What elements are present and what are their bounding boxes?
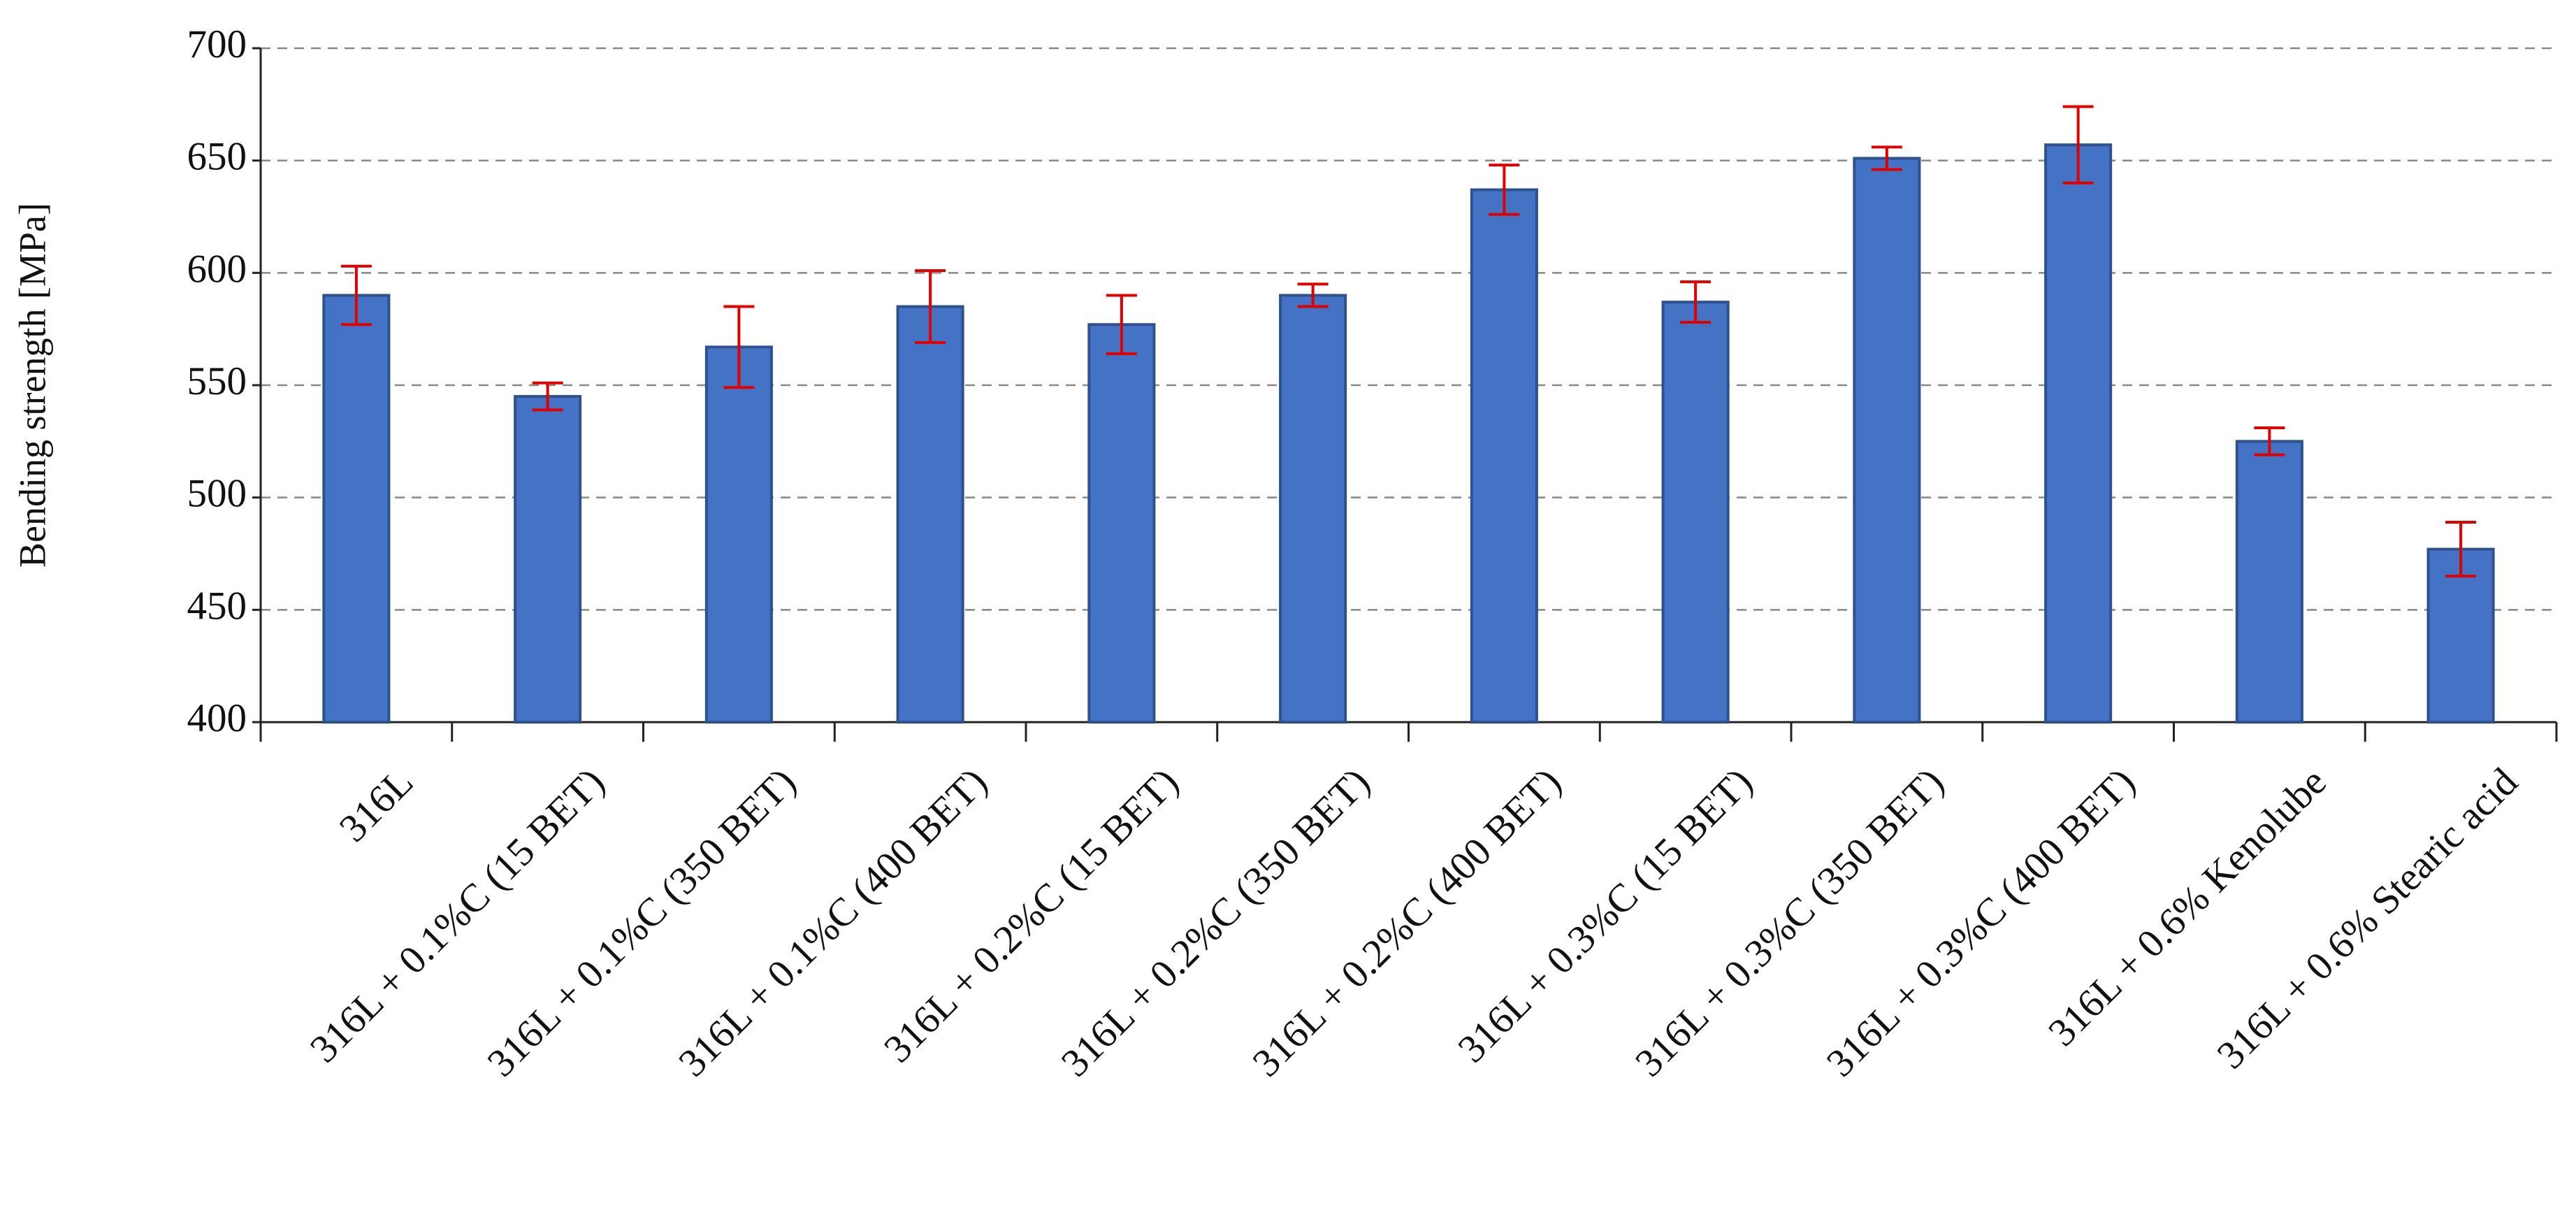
error-bar	[1297, 282, 1329, 308]
error-bar	[532, 381, 563, 412]
y-tick-label: 650	[187, 135, 247, 179]
y-tick-label: 500	[187, 472, 247, 516]
x-tick-label: 316L + 0.1%C (400 BET)	[670, 760, 995, 1085]
error-bar	[2445, 521, 2477, 578]
bar	[1470, 188, 1538, 724]
y-tick-label: 550	[187, 359, 247, 403]
bar	[2044, 143, 2113, 724]
error-bar	[1106, 294, 1137, 356]
x-tick-label: 316L + 0.3%C (400 BET)	[1818, 760, 2143, 1085]
y-tick-label: 600	[187, 247, 247, 291]
x-tick-label: 316L + 0.2%C (350 BET)	[1053, 760, 1378, 1085]
bar	[1087, 323, 1156, 724]
error-bar	[1680, 280, 1712, 324]
bar	[514, 395, 582, 724]
x-tick-label: 316L + 0.1%C (350 BET)	[479, 760, 804, 1085]
bar	[1279, 294, 1347, 724]
error-bar	[723, 305, 755, 389]
bar	[1853, 157, 1921, 724]
bar	[896, 305, 964, 724]
error-bar	[2254, 426, 2285, 456]
y-tick-label: 700	[187, 22, 247, 66]
x-tick-label: 316L + 0.2%C (400 BET)	[1244, 760, 1569, 1085]
x-tick-label: 316L	[331, 760, 422, 851]
bar	[2426, 547, 2495, 724]
bar	[322, 294, 391, 724]
error-bar	[915, 269, 946, 344]
bar	[1661, 301, 1730, 724]
bar	[704, 345, 773, 724]
y-axis-title: Bending strength [MPa]	[11, 203, 53, 568]
error-bar	[2062, 105, 2094, 185]
error-bar	[340, 264, 372, 326]
bar	[2235, 440, 2303, 724]
error-bar	[1489, 164, 1520, 216]
y-tick-label: 400	[187, 696, 247, 740]
y-tick-label: 450	[187, 584, 247, 628]
error-bar	[1871, 145, 1902, 171]
x-tick-label: 316L + 0.3%C (350 BET)	[1627, 760, 1952, 1085]
